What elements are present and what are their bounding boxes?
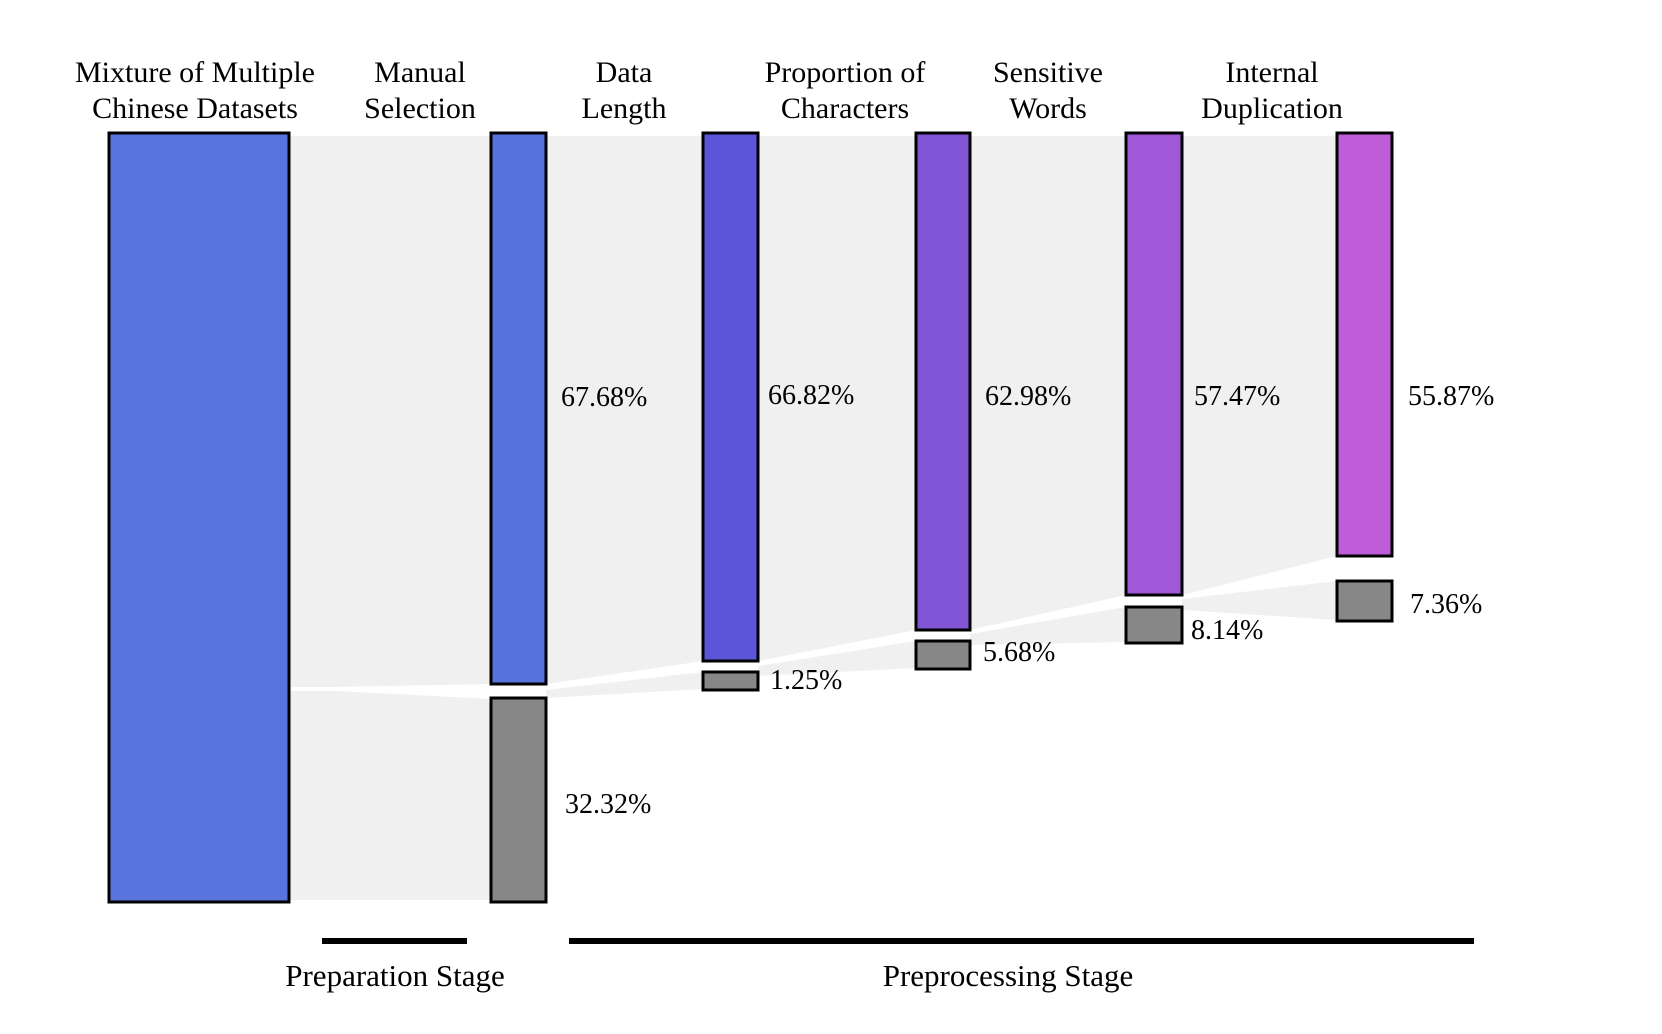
- header-line: Sensitive: [993, 56, 1103, 89]
- retained-bar-5: [1335, 131, 1394, 558]
- retained-pct-label: 55.87%: [1408, 381, 1495, 412]
- flow-band: [546, 136, 703, 684]
- header-line: Data: [595, 56, 653, 89]
- header-proportion-characters: Proportion of Characters: [765, 55, 926, 127]
- removed-pct-label: 5.68%: [983, 637, 1056, 668]
- removed-pct-label: 1.25%: [770, 665, 843, 696]
- header-data-length: Data Length: [582, 55, 667, 127]
- preprocessing-stage-underline: [569, 938, 1474, 944]
- header-manual-selection: Manual Selection: [364, 55, 476, 127]
- removed-bar-5: [1335, 579, 1394, 623]
- preparation-stage-underline: [322, 938, 467, 944]
- removed-bar-4: [1124, 605, 1184, 645]
- retained-bar-0: [107, 131, 291, 904]
- flow-band: [758, 641, 916, 676]
- header-line: Selection: [364, 92, 476, 125]
- retained-pct-label: 66.82%: [768, 380, 855, 411]
- flow-band: [758, 136, 916, 661]
- retained-bar-1: [489, 131, 548, 686]
- flow-band: [1182, 136, 1337, 595]
- flow-band: [970, 136, 1126, 630]
- flow-band: [546, 672, 703, 698]
- header-source: Mixture of Multiple Chinese Datasets: [75, 55, 315, 127]
- flow-band: [970, 607, 1126, 645]
- retained-bar-3: [914, 131, 972, 632]
- removed-pct-label: 7.36%: [1410, 589, 1483, 620]
- retained-pct-label: 62.98%: [985, 381, 1072, 412]
- flow-band: [289, 691, 491, 900]
- retained-pct-label: 57.47%: [1194, 381, 1281, 412]
- preparation-stage-label: Preparation Stage: [285, 958, 505, 993]
- removed-bar-3: [914, 639, 972, 671]
- retained-pct-label: 67.68%: [561, 382, 648, 413]
- header-line: Mixture of Multiple: [75, 56, 315, 89]
- removed-pct-label: 8.14%: [1191, 615, 1264, 646]
- flow-band: [1182, 581, 1337, 620]
- header-line: Duplication: [1201, 92, 1343, 125]
- preprocessing-stage-label: Preprocessing Stage: [882, 958, 1134, 993]
- removed-bar-2: [701, 670, 760, 692]
- header-sensitive-words: Sensitive Words: [993, 55, 1103, 127]
- retained-bar-2: [701, 131, 760, 663]
- header-line: Chinese Datasets: [92, 92, 298, 125]
- retained-bar-4: [1124, 131, 1184, 597]
- header-line: Words: [1009, 92, 1087, 125]
- header-line: Internal: [1225, 56, 1319, 89]
- header-line: Length: [581, 92, 667, 125]
- header-internal-duplication: Internal Duplication: [1201, 55, 1343, 127]
- flow-band: [289, 136, 491, 687]
- header-line: Manual: [374, 56, 466, 89]
- removed-bar-1: [489, 696, 548, 904]
- removed-pct-label: 32.32%: [565, 789, 652, 820]
- header-line: Characters: [780, 92, 910, 125]
- header-line: Proportion of: [764, 56, 926, 89]
